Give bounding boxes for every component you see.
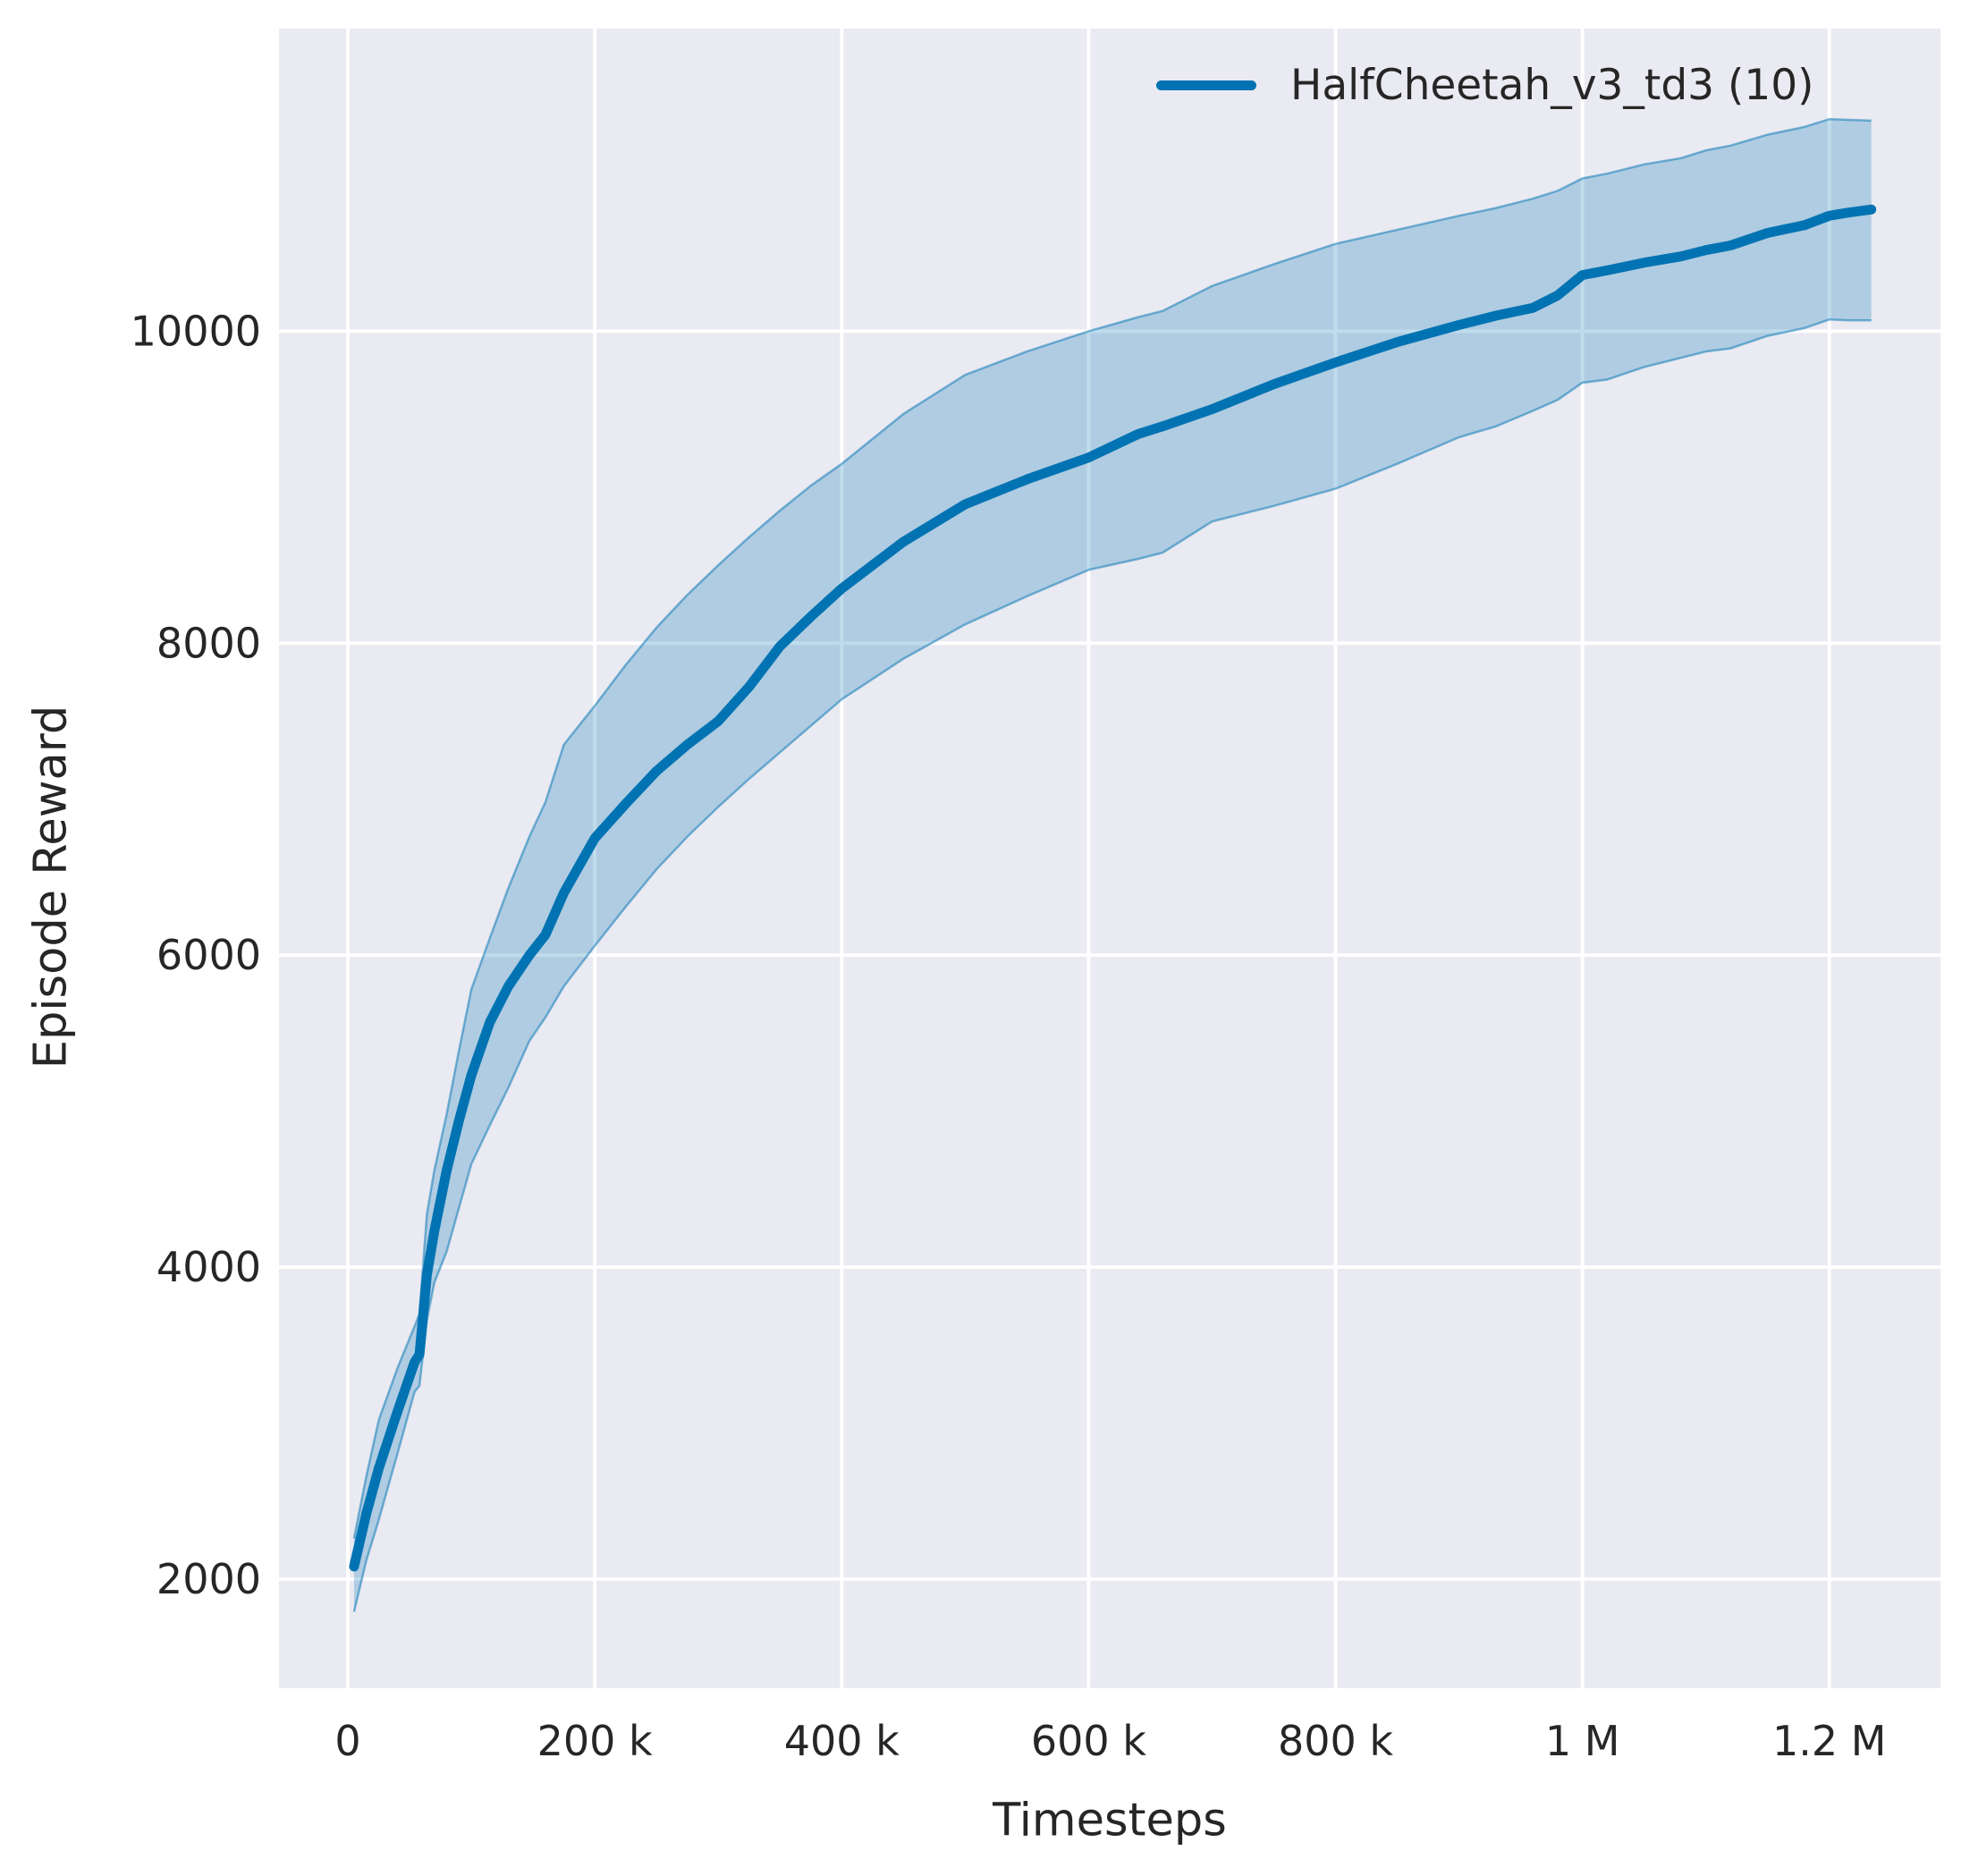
confidence-band (353, 119, 1872, 1612)
confidence-band-upper-edge (352, 117, 1872, 1539)
x-axis-title: Timesteps (993, 1794, 1227, 1847)
mean-line (349, 204, 1877, 1572)
y-tick-label: 6000 (156, 931, 261, 979)
plot-background (279, 29, 1940, 1688)
y-tick-label: 8000 (156, 619, 261, 667)
x-tick-label: 800 k (1278, 1717, 1393, 1765)
x-tick-label: 200 k (537, 1717, 653, 1765)
y-axis-title: Episode Reward (24, 705, 78, 1069)
x-tick-label: 0 (334, 1717, 360, 1765)
x-tick-label: 400 k (784, 1717, 900, 1765)
legend-label: HalfCheetah_v3_td3 (10) (1290, 61, 1814, 110)
confidence-band-lower-edge (352, 318, 1872, 1612)
y-tick-label: 2000 (156, 1555, 261, 1603)
x-tick-label: 1.2 M (1772, 1717, 1886, 1765)
y-tick-label: 4000 (156, 1243, 261, 1291)
legend-line-sample (1156, 80, 1256, 90)
x-tick-label: 1 M (1545, 1717, 1620, 1765)
x-tick-label: 600 k (1031, 1717, 1146, 1765)
legend: HalfCheetah_v3_td3 (10) (1156, 61, 1814, 110)
y-tick-label: 10000 (131, 307, 261, 355)
